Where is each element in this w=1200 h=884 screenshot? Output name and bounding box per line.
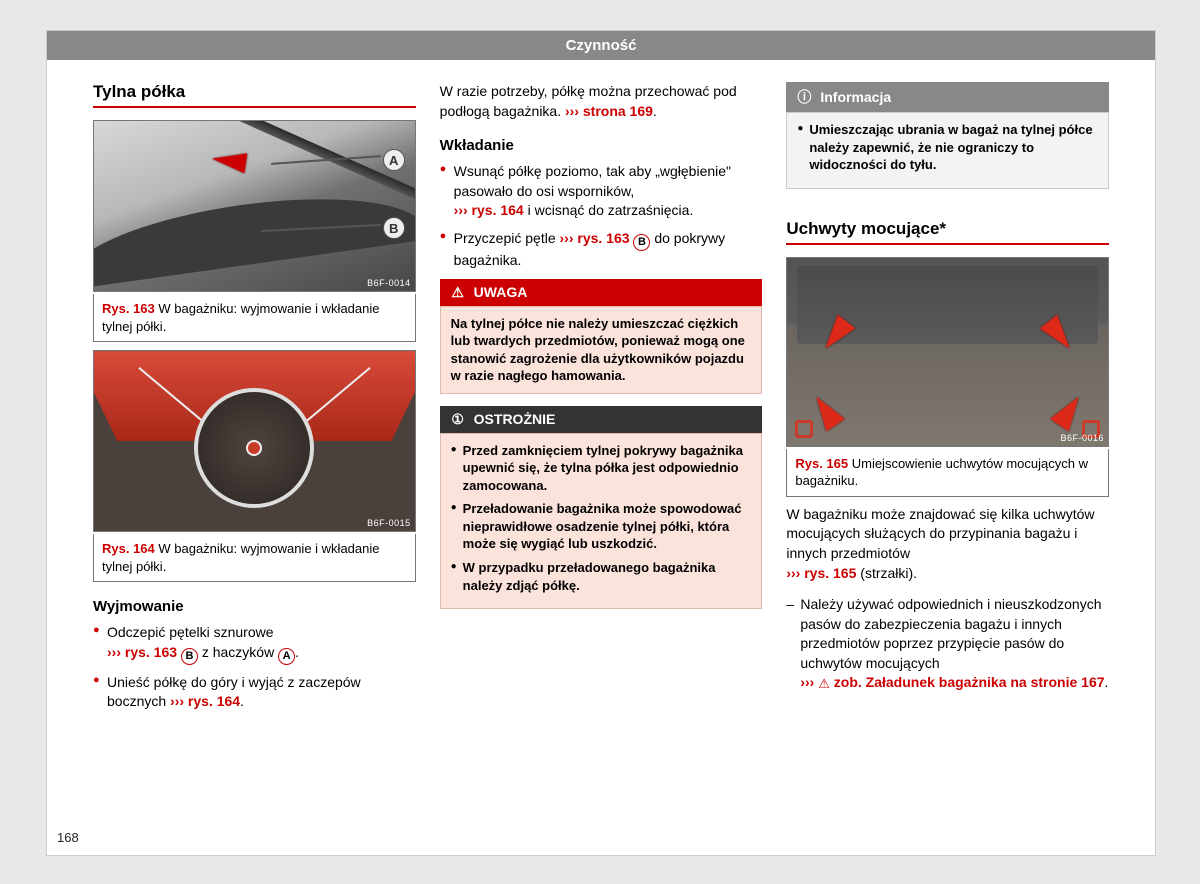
figure-164-image: B6F-0015 <box>94 351 415 531</box>
subheading-removal: Wyjmowanie <box>93 598 416 615</box>
figure-164-caption: Rys. 164 W bagażniku: wyjmowanie i wkład… <box>93 534 416 582</box>
warning-icon: ⚠ <box>450 284 466 301</box>
col-3: ⓘ Informacja Umieszczając ubrania w baga… <box>786 82 1109 720</box>
figure-163-image: A B B6F-0014 <box>94 121 415 291</box>
alert-info-body: Umieszczając ubrania w bagaż na tylnej p… <box>786 112 1109 189</box>
bullet-lift-shelf: Unieść półkę do góry i wyjąć z zaczepów … <box>93 673 416 712</box>
bullet-remove-loops: Odczepić pętelki sznurowe ››› rys. 163 B… <box>93 623 416 665</box>
caution-item-3: W przypadku przeładowanego bagażnika nal… <box>451 559 752 594</box>
alert-caution-body: Przed zamknięciem tylnej pokrywy bagażni… <box>440 433 763 609</box>
alert-warning-body: Na tylnej półce nie należy umieszczać ci… <box>440 306 763 394</box>
info-icon: ⓘ <box>796 87 812 107</box>
figure-165-code: B6F-0016 <box>1060 433 1104 443</box>
figure-165-caption: Rys. 165 Umiejscowienie uchwytów mocując… <box>786 449 1109 497</box>
col-1: Tylna półka A B B6F-0014 Rys. 163 W baga… <box>93 82 416 720</box>
alert-caution-head: ① OSTROŻNIE <box>440 406 763 433</box>
figure-163-caption: Rys. 163 W bagażniku: wyjmowanie i wkład… <box>93 294 416 342</box>
alert-warning-head: ⚠ UWAGA <box>440 279 763 306</box>
para-anchors-intro: W bagażniku może znajdować się kilka uch… <box>786 505 1109 583</box>
callout-A: A <box>383 149 405 171</box>
caution-item-1: Przed zamknięciem tylnej pokrywy bagażni… <box>451 442 752 495</box>
warning-triangle-icon: ⚠ <box>818 676 830 691</box>
section-title-rear-shelf: Tylna półka <box>93 82 416 108</box>
dash-use-straps: Należy używać odpowiednich i nieuszkodzo… <box>786 595 1109 694</box>
figure-165: B6F-0016 <box>786 257 1109 447</box>
alert-warning: ⚠ UWAGA Na tylnej półce nie należy umies… <box>440 279 763 394</box>
subheading-install: Wkładanie <box>440 137 763 154</box>
bullet-attach-loops: Przyczepić pętle ››› rys. 163 B do pokry… <box>440 229 763 271</box>
figure-164: B6F-0015 <box>93 350 416 532</box>
callout-B: B <box>383 217 405 239</box>
figure-163-code: B6F-0014 <box>367 278 411 288</box>
page-number: 168 <box>57 830 79 845</box>
header-bar: Czynność <box>47 31 1155 60</box>
alert-info: ⓘ Informacja Umieszczając ubrania w baga… <box>786 82 1109 189</box>
col-2: W razie potrzeby, półkę można przechować… <box>440 82 763 720</box>
page: Czynność Tylna półka A B B6F-0014 Rys. 1… <box>46 30 1156 856</box>
para-store-shelf: W razie potrzeby, półkę można przechować… <box>440 82 763 121</box>
figure-164-code: B6F-0015 <box>367 518 411 528</box>
section-title-anchors: Uchwyty mocujące* <box>786 219 1109 245</box>
caution-icon: ① <box>450 411 466 428</box>
columns: Tylna półka A B B6F-0014 Rys. 163 W baga… <box>47 60 1155 730</box>
info-item-1: Umieszczając ubrania w bagaż na tylnej p… <box>797 121 1098 174</box>
figure-165-image: B6F-0016 <box>787 258 1108 446</box>
caution-item-2: Przeładowanie bagażnika może spowodować … <box>451 500 752 553</box>
bullet-insert-shelf: Wsunąć półkę poziomo, tak aby „wgłębieni… <box>440 162 763 221</box>
alert-info-head: ⓘ Informacja <box>786 82 1109 112</box>
alert-caution: ① OSTROŻNIE Przed zamknięciem tylnej pok… <box>440 406 763 609</box>
figure-163: A B B6F-0014 <box>93 120 416 292</box>
